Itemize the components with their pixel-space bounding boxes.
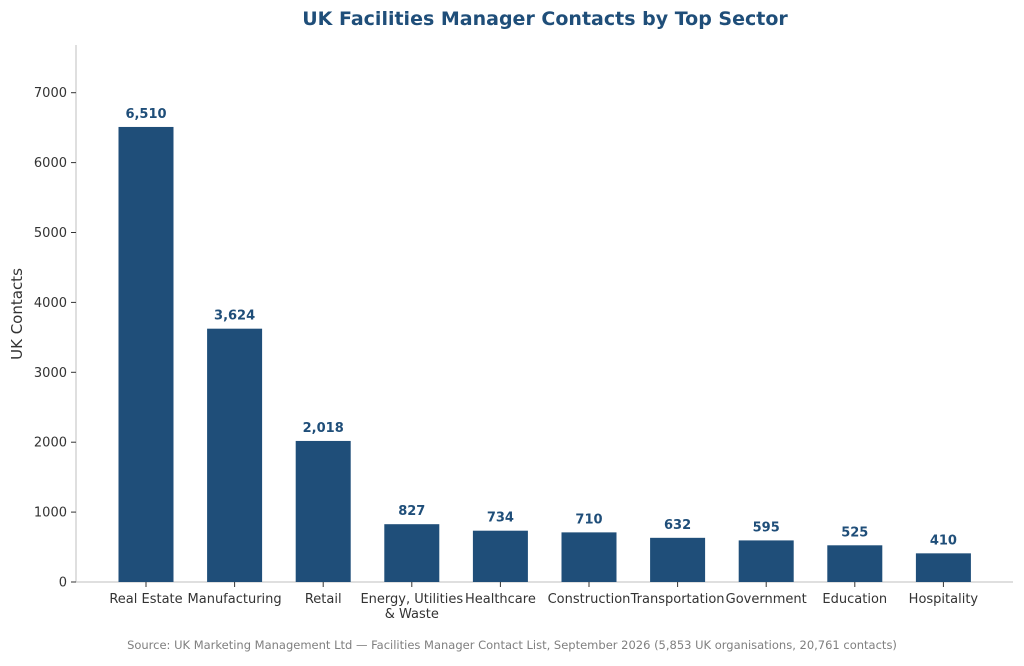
data-label: 6,510 (125, 107, 166, 122)
x-tick-label: Government (726, 592, 807, 607)
bar (738, 540, 794, 582)
x-tick-label: & Waste (385, 607, 439, 622)
bar (915, 553, 971, 582)
x-tick-label: Retail (305, 592, 342, 607)
data-label: 3,624 (214, 309, 255, 324)
data-label: 710 (575, 512, 602, 527)
x-tick-label: Healthcare (465, 592, 536, 607)
y-tick-label: 4000 (34, 296, 67, 311)
bars-group (118, 126, 971, 583)
data-label: 410 (930, 533, 957, 548)
y-tick-label: 7000 (34, 86, 67, 101)
bar (827, 545, 883, 582)
y-tick-label: 5000 (34, 226, 67, 241)
y-tick-label: 3000 (34, 366, 67, 381)
bar (472, 530, 528, 582)
y-tick-label: 0 (59, 576, 67, 591)
data-labels: 6,510 3,624 2,018 827 734 710 632 595 525 410 (125, 107, 957, 548)
chart-title: UK Facilities Manager Contacts by Top Se… (302, 8, 788, 30)
x-axis-tick-labels: Real Estate Manufacturing Retail Energy, Ut… (109, 582, 978, 622)
data-label: 827 (398, 504, 425, 519)
x-tick-label: Education (822, 592, 887, 607)
data-label: 632 (664, 518, 691, 533)
bar (650, 537, 706, 582)
source-note: Source: UK Marketing Management Ltd — Fa… (127, 638, 897, 652)
data-label: 2,018 (303, 421, 344, 436)
x-tick-label: Manufacturing (188, 592, 282, 607)
y-tick-label: 2000 (34, 436, 67, 451)
x-tick-label: Hospitality (909, 592, 979, 607)
data-label: 595 (753, 520, 780, 535)
bar (384, 524, 440, 582)
data-label: 525 (841, 525, 868, 540)
bar (118, 126, 174, 583)
x-tick-label: Transportation (630, 592, 725, 607)
x-tick-label: Real Estate (109, 592, 182, 607)
y-tick-label: 6000 (34, 156, 67, 171)
y-axis-ticks: 0 1000 2000 3000 4000 5000 6000 7000 (34, 86, 76, 591)
x-tick-label: Construction (548, 592, 631, 607)
bar (207, 328, 263, 582)
y-axis-label: UK Contacts (8, 268, 26, 360)
x-tick-label: Energy, Utilities (360, 592, 463, 607)
bar (295, 440, 351, 582)
bar (561, 532, 617, 582)
data-label: 734 (487, 511, 514, 526)
y-tick-label: 1000 (34, 506, 67, 521)
